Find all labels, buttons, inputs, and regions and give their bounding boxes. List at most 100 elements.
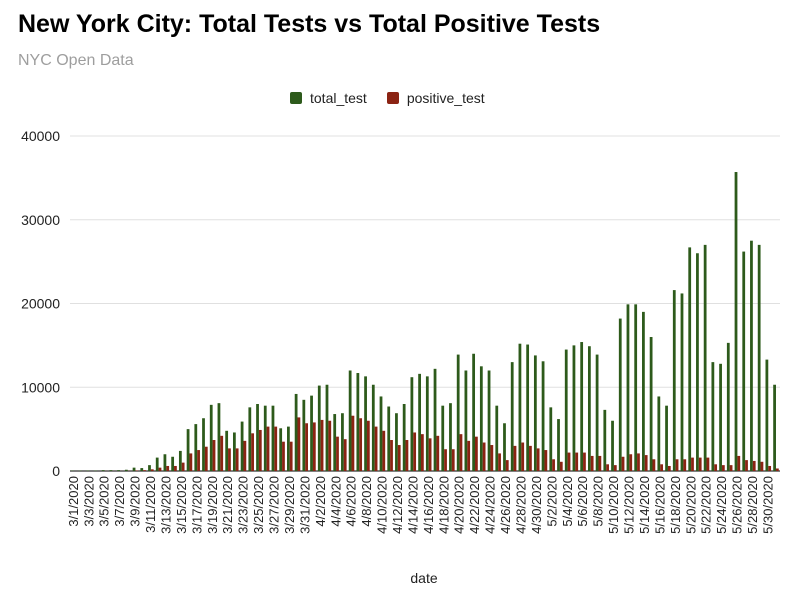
bar-positive-test[interactable] xyxy=(243,440,247,471)
bar-positive-test[interactable] xyxy=(536,448,540,471)
bar-positive-test[interactable] xyxy=(729,465,733,471)
bar-positive-test[interactable] xyxy=(459,434,463,471)
bar-positive-test[interactable] xyxy=(706,457,710,471)
bar-positive-test[interactable] xyxy=(405,440,409,471)
bar-positive-test[interactable] xyxy=(336,436,339,471)
bar-positive-test[interactable] xyxy=(266,426,270,471)
bar-total-test[interactable] xyxy=(649,337,653,471)
bar-total-test[interactable] xyxy=(533,355,537,471)
bar-total-test[interactable] xyxy=(263,405,267,471)
bar-total-test[interactable] xyxy=(117,470,121,471)
bar-total-test[interactable] xyxy=(217,403,221,471)
bar-positive-test[interactable] xyxy=(552,459,555,471)
bar-positive-test[interactable] xyxy=(312,422,316,471)
bar-positive-test[interactable] xyxy=(675,459,679,471)
bar-positive-test[interactable] xyxy=(498,453,501,471)
legend-item-positive-test[interactable]: positive_test xyxy=(386,90,485,106)
bar-total-test[interactable] xyxy=(178,450,182,471)
bar-total-test[interactable] xyxy=(634,304,638,471)
bar-total-test[interactable] xyxy=(503,423,506,471)
bar-positive-test[interactable] xyxy=(220,435,224,471)
bar-total-test[interactable] xyxy=(487,370,491,472)
bar-positive-test[interactable] xyxy=(613,465,617,471)
bar-positive-test[interactable] xyxy=(320,419,324,471)
bar-positive-test[interactable] xyxy=(436,435,440,471)
bar-total-test[interactable] xyxy=(240,421,244,471)
bar-positive-test[interactable] xyxy=(752,460,756,471)
bar-positive-test[interactable] xyxy=(328,420,332,471)
bar-positive-test[interactable] xyxy=(667,465,671,471)
bar-positive-test[interactable] xyxy=(775,468,779,471)
bar-total-test[interactable] xyxy=(209,404,213,471)
bar-total-test[interactable] xyxy=(132,467,136,471)
bar-total-test[interactable] xyxy=(611,420,614,471)
bar-total-test[interactable] xyxy=(418,373,421,471)
bar-total-test[interactable] xyxy=(348,370,352,472)
bar-total-test[interactable] xyxy=(572,345,576,471)
bar-total-test[interactable] xyxy=(642,311,645,471)
bar-positive-test[interactable] xyxy=(737,455,741,471)
bar-positive-test[interactable] xyxy=(629,454,633,471)
bar-total-test[interactable] xyxy=(395,413,398,471)
bar-total-test[interactable] xyxy=(765,359,769,471)
bar-positive-test[interactable] xyxy=(305,423,309,471)
bar-total-test[interactable] xyxy=(124,469,128,471)
bar-positive-test[interactable] xyxy=(660,464,664,471)
bar-positive-test[interactable] xyxy=(683,459,687,471)
bar-total-test[interactable] xyxy=(680,293,684,471)
bar-total-test[interactable] xyxy=(541,361,545,471)
bar-total-test[interactable] xyxy=(518,343,522,471)
bar-total-test[interactable] xyxy=(302,399,306,471)
bar-total-test[interactable] xyxy=(734,172,738,471)
bar-total-test[interactable] xyxy=(364,376,367,471)
bar-total-test[interactable] xyxy=(726,342,730,471)
bar-total-test[interactable] xyxy=(279,428,283,471)
bar-positive-test[interactable] xyxy=(204,446,208,471)
bar-total-test[interactable] xyxy=(387,406,391,471)
bar-positive-test[interactable] xyxy=(559,461,563,471)
bar-positive-test[interactable] xyxy=(490,445,494,471)
bar-total-test[interactable] xyxy=(225,430,229,471)
bar-total-test[interactable] xyxy=(194,424,198,471)
bar-total-test[interactable] xyxy=(580,342,584,471)
bar-total-test[interactable] xyxy=(665,405,668,471)
bar-positive-test[interactable] xyxy=(475,436,478,471)
bar-positive-test[interactable] xyxy=(143,470,146,471)
bar-total-test[interactable] xyxy=(148,465,151,471)
bar-positive-test[interactable] xyxy=(258,429,262,471)
bar-total-test[interactable] xyxy=(495,405,499,471)
bar-positive-test[interactable] xyxy=(513,445,517,471)
bar-total-test[interactable] xyxy=(719,363,722,471)
bar-total-test[interactable] xyxy=(294,393,298,471)
bar-positive-test[interactable] xyxy=(583,452,586,471)
bar-positive-test[interactable] xyxy=(567,452,571,471)
bar-total-test[interactable] xyxy=(510,362,514,471)
bar-positive-test[interactable] xyxy=(158,467,162,471)
bar-total-test[interactable] xyxy=(317,385,321,471)
bar-total-test[interactable] xyxy=(742,251,746,471)
bar-positive-test[interactable] xyxy=(428,438,432,471)
legend-item-total-test[interactable]: total_test xyxy=(290,90,367,106)
bar-positive-test[interactable] xyxy=(197,450,200,471)
bar-positive-test[interactable] xyxy=(544,450,548,471)
bar-total-test[interactable] xyxy=(232,432,236,471)
bar-total-test[interactable] xyxy=(603,409,607,471)
bar-positive-test[interactable] xyxy=(135,470,139,471)
bar-total-test[interactable] xyxy=(672,290,676,471)
bar-total-test[interactable] xyxy=(371,384,375,471)
bar-positive-test[interactable] xyxy=(382,430,386,471)
bar-total-test[interactable] xyxy=(549,407,553,471)
bar-positive-test[interactable] xyxy=(166,465,170,471)
bar-total-test[interactable] xyxy=(773,384,776,471)
bar-positive-test[interactable] xyxy=(482,442,486,471)
bar-total-test[interactable] xyxy=(526,344,530,471)
bar-positive-test[interactable] xyxy=(189,453,193,471)
bar-total-test[interactable] xyxy=(618,318,622,471)
bar-positive-test[interactable] xyxy=(212,440,216,471)
bar-total-test[interactable] xyxy=(341,413,344,471)
bar-positive-test[interactable] xyxy=(590,455,594,471)
bar-positive-test[interactable] xyxy=(644,455,648,471)
bar-positive-test[interactable] xyxy=(529,445,532,471)
bar-total-test[interactable] xyxy=(379,396,383,471)
bar-total-test[interactable] xyxy=(163,454,167,471)
